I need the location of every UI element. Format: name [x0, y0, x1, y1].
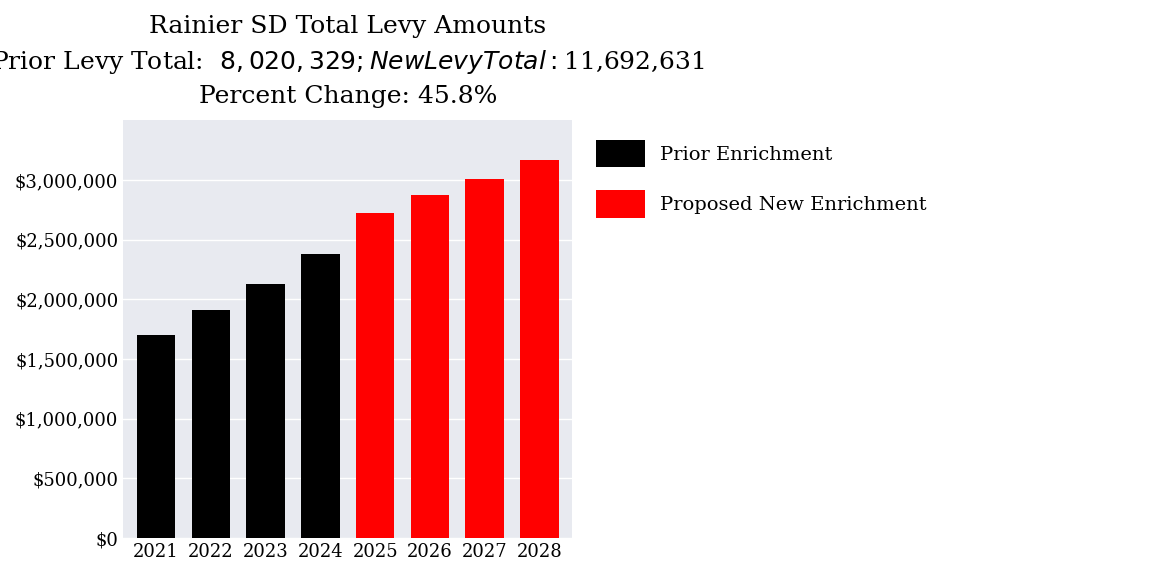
Bar	[247, 284, 285, 538]
Bar	[137, 335, 175, 538]
Bar	[521, 161, 559, 538]
Bar	[301, 254, 340, 538]
Bar	[356, 213, 394, 538]
Title: Rainier SD Total Levy Amounts
Prior Levy Total:  $8,020,329; New Levy Total: $11: Rainier SD Total Levy Amounts Prior Levy…	[0, 15, 704, 108]
Legend: Prior Enrichment, Proposed New Enrichment: Prior Enrichment, Proposed New Enrichmen…	[586, 130, 937, 228]
Bar	[465, 179, 503, 538]
Bar	[411, 195, 449, 538]
Bar	[191, 310, 230, 538]
